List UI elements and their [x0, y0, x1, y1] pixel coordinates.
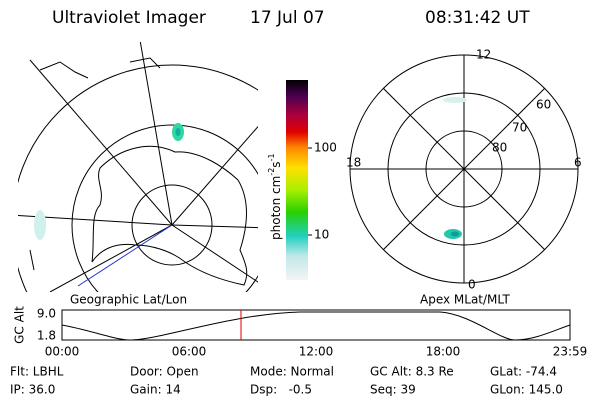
timeline-xtick: 06:00 — [172, 345, 207, 359]
colorbar-label: photon cm-2s-1 — [267, 153, 283, 240]
left-label: Geographic Lat/Lon — [70, 293, 187, 307]
timeline-xticks: 00:00 06:00 12:00 18:00 23:59 — [45, 345, 588, 359]
lat-label: 80 — [492, 141, 507, 155]
timeline-ylabel: GC Alt — [13, 306, 27, 344]
timeline-xtick: 23:59 — [553, 345, 588, 359]
info-field: Flt: LBHL — [10, 365, 64, 379]
info-field: IP: 36.0 — [10, 383, 55, 397]
gc-alt-curve — [61, 311, 571, 341]
info-field: GLat: -74.4 — [490, 365, 557, 379]
timeline-ytick: 9.0 — [37, 307, 56, 321]
timeline-xtick: 12:00 — [299, 345, 334, 359]
info-block: Flt: LBHL Door: Open Mode: Normal GC Alt: 8… — [10, 365, 563, 397]
polar-plot — [349, 54, 579, 284]
right-label: Apex MLat/MLT — [420, 293, 510, 307]
geo-map — [18, 42, 258, 292]
timeline-xtick: 18:00 — [426, 345, 461, 359]
lat-label: 70 — [512, 121, 527, 135]
colorbar — [286, 80, 308, 280]
info-field: GC Alt: 8.3 Re — [370, 365, 454, 379]
mlt-label: 0 — [468, 278, 476, 292]
date: 17 Jul 07 — [250, 8, 325, 28]
timeline-box — [61, 309, 571, 341]
timeline-ytick: 1.8 — [37, 329, 56, 343]
label-part: s — [269, 161, 283, 167]
mlt-label: 18 — [346, 156, 361, 170]
label-part: -1 — [267, 153, 276, 161]
info-field: Seq: 39 — [370, 383, 416, 397]
colorbar-tick: 100 — [314, 141, 337, 155]
info-field: Mode: Normal — [250, 365, 334, 379]
lat-label: 60 — [536, 98, 551, 112]
label-part: photon cm — [269, 176, 283, 240]
mlt-label: 6 — [574, 156, 582, 170]
info-field: GLon: 145.0 — [490, 383, 563, 397]
colorbar-tick: 10 — [314, 228, 329, 242]
instrument: Ultraviolet Imager — [52, 8, 206, 28]
info-field: Gain: 14 — [130, 383, 181, 397]
label-part: -2 — [267, 168, 276, 176]
timeline-xtick: 00:00 — [45, 345, 80, 359]
time: 08:31:42 UT — [425, 8, 530, 28]
mlt-label: 12 — [476, 48, 491, 62]
info-field: Door: Open — [130, 365, 199, 379]
info-field: Dsp: -0.5 — [250, 383, 312, 397]
